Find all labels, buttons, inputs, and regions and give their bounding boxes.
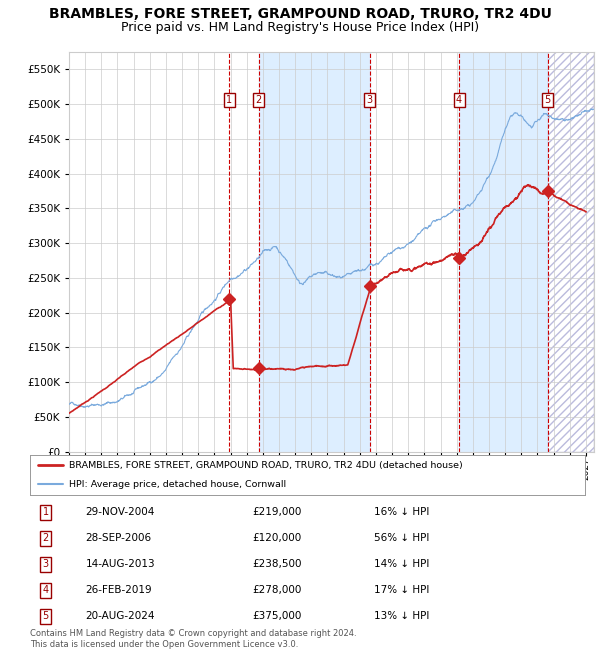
Text: 14-AUG-2013: 14-AUG-2013 (86, 559, 155, 569)
Bar (259, 52, 370, 452)
Text: BRAMBLES, FORE STREET, GRAMPOUND ROAD, TRURO, TR2 4DU (detached house): BRAMBLES, FORE STREET, GRAMPOUND ROAD, T… (69, 461, 463, 469)
Text: £120,000: £120,000 (252, 533, 301, 543)
Bar (548, 52, 594, 452)
Text: 5: 5 (545, 95, 551, 105)
Bar (548, 52, 594, 452)
Text: 4: 4 (43, 585, 49, 595)
Text: Price paid vs. HM Land Registry's House Price Index (HPI): Price paid vs. HM Land Registry's House … (121, 21, 479, 34)
Text: 13% ↓ HPI: 13% ↓ HPI (374, 611, 430, 621)
Text: 3: 3 (43, 559, 49, 569)
Text: 20-AUG-2024: 20-AUG-2024 (86, 611, 155, 621)
Text: 29-NOV-2004: 29-NOV-2004 (86, 507, 155, 517)
Text: BRAMBLES, FORE STREET, GRAMPOUND ROAD, TRURO, TR2 4DU: BRAMBLES, FORE STREET, GRAMPOUND ROAD, T… (49, 6, 551, 21)
Text: 4: 4 (456, 95, 462, 105)
Text: £278,000: £278,000 (252, 585, 301, 595)
Text: 5: 5 (43, 611, 49, 621)
Text: 14% ↓ HPI: 14% ↓ HPI (374, 559, 430, 569)
Text: 28-SEP-2006: 28-SEP-2006 (86, 533, 152, 543)
Text: 56% ↓ HPI: 56% ↓ HPI (374, 533, 430, 543)
Text: 1: 1 (43, 507, 49, 517)
Text: £375,000: £375,000 (252, 611, 301, 621)
Text: 26-FEB-2019: 26-FEB-2019 (86, 585, 152, 595)
Text: Contains HM Land Registry data © Crown copyright and database right 2024.
This d: Contains HM Land Registry data © Crown c… (30, 629, 356, 649)
Text: £238,500: £238,500 (252, 559, 302, 569)
Bar (459, 52, 548, 452)
Text: 17% ↓ HPI: 17% ↓ HPI (374, 585, 430, 595)
Text: 1: 1 (226, 95, 232, 105)
Text: 16% ↓ HPI: 16% ↓ HPI (374, 507, 430, 517)
Text: £219,000: £219,000 (252, 507, 301, 517)
Text: HPI: Average price, detached house, Cornwall: HPI: Average price, detached house, Corn… (69, 480, 286, 489)
Text: 2: 2 (43, 533, 49, 543)
Text: 2: 2 (256, 95, 262, 105)
Text: 3: 3 (367, 95, 373, 105)
